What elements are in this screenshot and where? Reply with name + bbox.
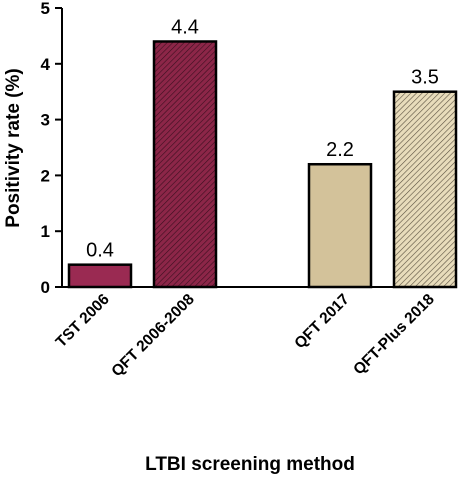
bar-qft-plus-2018: [392, 90, 458, 289]
bar-qft-2006-2008: [152, 40, 218, 289]
y-tick-label: 0: [41, 278, 50, 297]
data-label: 0.4: [86, 240, 114, 262]
bar-qft-2017: [307, 162, 373, 289]
x-tick-label: QFT 2006-2008: [108, 291, 198, 381]
bars: [67, 40, 458, 289]
data-labels: 0.4 4.4 2.2 3.5: [86, 16, 439, 261]
x-axis-title: LTBI screening method: [145, 454, 355, 475]
data-label: 3.5: [411, 67, 439, 89]
y-axis-title: Positivity rate (%): [3, 68, 24, 227]
axes: [61, 8, 445, 288]
y-tick-label: 5: [41, 0, 50, 18]
x-tick-label: TST 2006: [53, 291, 113, 351]
y-ticks: 0 1 2 3 4 5: [41, 0, 62, 297]
y-tick-label: 1: [41, 222, 50, 241]
data-label: 4.4: [171, 16, 199, 38]
y-tick-label: 3: [41, 111, 50, 130]
x-tick-label: QFT 2017: [291, 291, 352, 352]
x-tick-label: QFT-Plus 2018: [350, 291, 438, 379]
bar-tst-2006: [67, 263, 133, 289]
y-tick-label: 2: [41, 166, 50, 185]
y-tick-label: 4: [41, 55, 51, 74]
data-label: 2.2: [326, 139, 354, 161]
